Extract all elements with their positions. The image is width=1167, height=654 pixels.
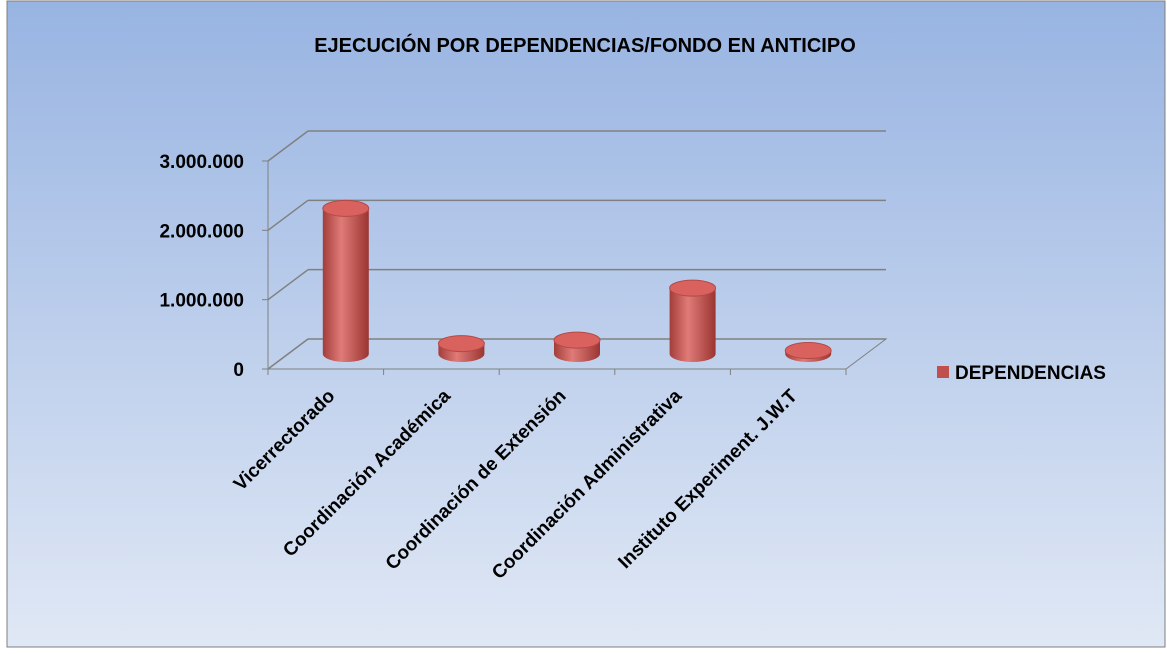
bar bbox=[669, 288, 716, 362]
grid-line bbox=[267, 338, 309, 370]
bar-top bbox=[553, 331, 601, 349]
bar bbox=[322, 208, 369, 362]
bar-top bbox=[437, 335, 485, 353]
y-tick-label: 1.000.000 bbox=[159, 291, 244, 312]
grid-line bbox=[267, 269, 309, 301]
legend-label: DEPENDENCIAS bbox=[955, 363, 1106, 384]
bar-top bbox=[669, 279, 717, 297]
y-tick-label: 0 bbox=[233, 360, 244, 381]
legend-swatch bbox=[937, 366, 949, 378]
chart-background bbox=[6, 0, 1166, 648]
bar-top bbox=[322, 199, 370, 217]
bar-top bbox=[784, 342, 832, 360]
grid-line bbox=[267, 130, 309, 162]
y-tick-label: 2.000.000 bbox=[159, 221, 244, 242]
grid-line bbox=[267, 199, 309, 231]
y-tick-label: 3.000.000 bbox=[159, 152, 244, 173]
chart-title: EJECUCIÓN POR DEPENDENCIAS/FONDO EN ANTI… bbox=[314, 33, 856, 57]
